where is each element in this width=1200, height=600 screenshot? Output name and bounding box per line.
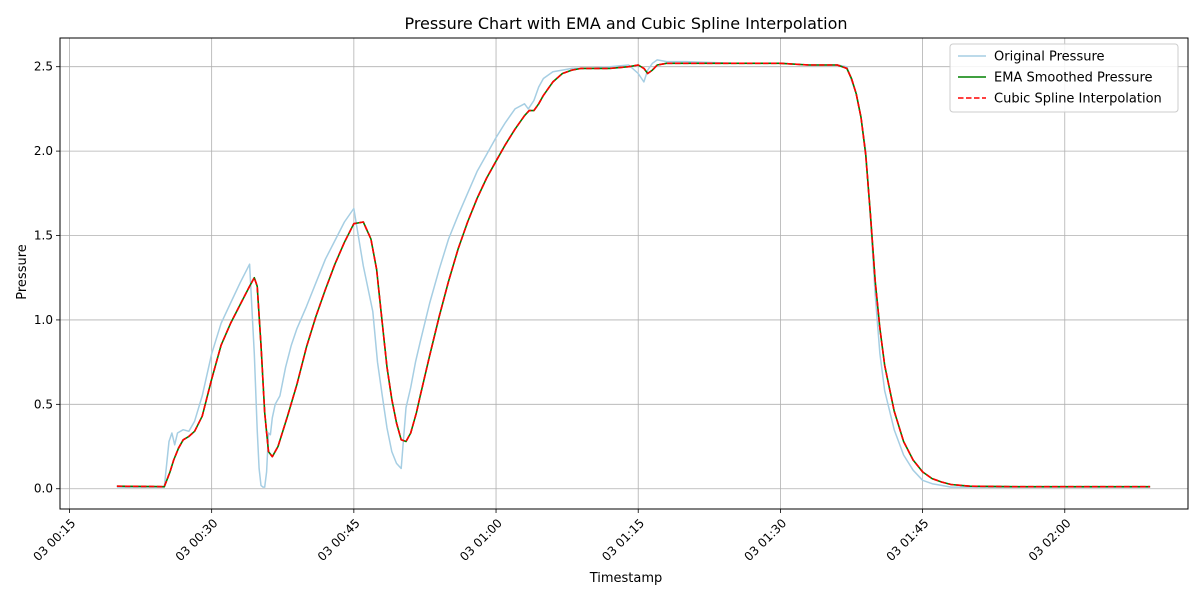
chart-title: Pressure Chart with EMA and Cubic Spline…	[404, 14, 847, 33]
legend-label: Original Pressure	[994, 50, 1105, 65]
x-axis-label: Timestamp	[589, 571, 663, 586]
y-tick-label: 2.0	[34, 144, 53, 158]
series-line-cubic-spline-interpolation	[116, 62, 1151, 488]
legend-box	[949, 43, 1179, 113]
legend-label: EMA Smoothed Pressure	[994, 71, 1153, 86]
y-tick-label: 1.5	[34, 229, 53, 243]
y-tick-label: 2.5	[34, 60, 53, 74]
y-axis-label: Pressure	[15, 244, 30, 300]
plot-area-frame	[59, 37, 1189, 510]
legend: Original Pressure EMA Smoothed Pressure Cu…	[949, 43, 1179, 113]
y-tick-label: 0.5	[34, 397, 53, 411]
legend-label: Cubic Spline Interpolation	[994, 92, 1162, 107]
y-tick-label: 0.0	[34, 482, 53, 496]
series-lines	[116, 59, 1151, 488]
y-tick-label: 1.0	[34, 313, 53, 327]
